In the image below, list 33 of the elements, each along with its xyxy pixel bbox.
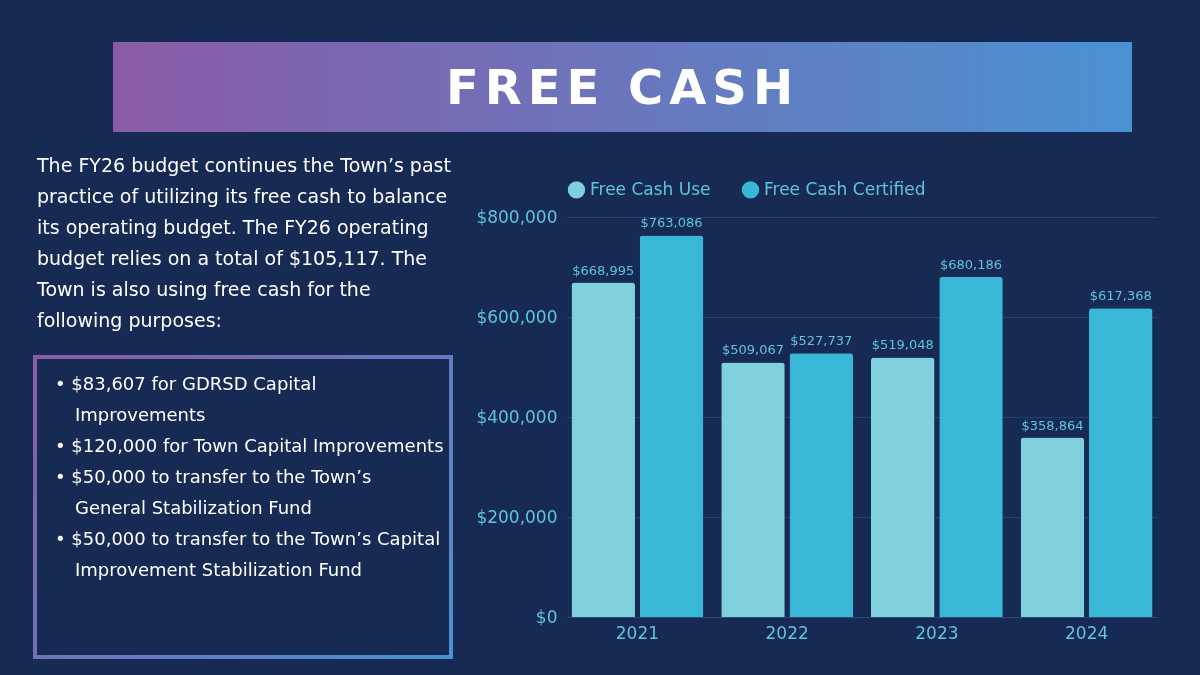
y-tick-label: $400,000 xyxy=(476,406,558,427)
bar xyxy=(571,282,635,617)
text: The FY26 budget continues the Town’s past practice of utilizing its free cash to balance its operating budget. The FY26 operating budget relies on a total of $105,117. The Town is also using free cash for the following purposes: xyxy=(37,153,452,333)
chart-title: FREE CASH xyxy=(113,42,1132,132)
x-tick-label: 2023 xyxy=(915,622,959,643)
bar xyxy=(870,357,935,617)
data-label: $358,864 xyxy=(1021,417,1084,433)
data-label: $617,368 xyxy=(1089,288,1152,304)
bar xyxy=(639,235,704,617)
data-label: $527,737 xyxy=(790,333,853,349)
bar xyxy=(721,362,785,617)
text: • $83,607 for GDRSD Capital Improvements xyxy=(55,372,318,427)
data-label: $509,067 xyxy=(721,342,784,358)
data-label: $519,048 xyxy=(871,337,934,353)
text: • $50,000 to transfer to the Town’s General Stabilization Fund xyxy=(55,465,373,520)
text: • $50,000 to transfer to the Town’s Capital Improvement Stabilization Fund xyxy=(55,527,442,582)
legend-label: Free Cash Certified xyxy=(764,178,926,199)
bar xyxy=(789,353,854,617)
y-tick-label: $0 xyxy=(535,606,558,627)
data-label: $668,995 xyxy=(572,262,635,278)
bar xyxy=(1020,437,1085,617)
data-label: $680,186 xyxy=(940,256,1003,272)
y-tick-label: $200,000 xyxy=(476,506,558,527)
y-tick-label: $800,000 xyxy=(476,206,558,227)
bar xyxy=(1089,308,1153,617)
legend-label: Free Cash Use xyxy=(590,178,711,199)
bar xyxy=(939,276,1003,617)
x-tick-label: 2024 xyxy=(1064,622,1109,643)
text: • $120,000 for Town Capital Improvements xyxy=(55,434,445,458)
y-tick-label: $600,000 xyxy=(476,306,558,327)
x-tick-label: 2021 xyxy=(615,622,660,643)
data-label: $763,086 xyxy=(640,215,703,231)
x-tick-label: 2022 xyxy=(765,622,809,643)
